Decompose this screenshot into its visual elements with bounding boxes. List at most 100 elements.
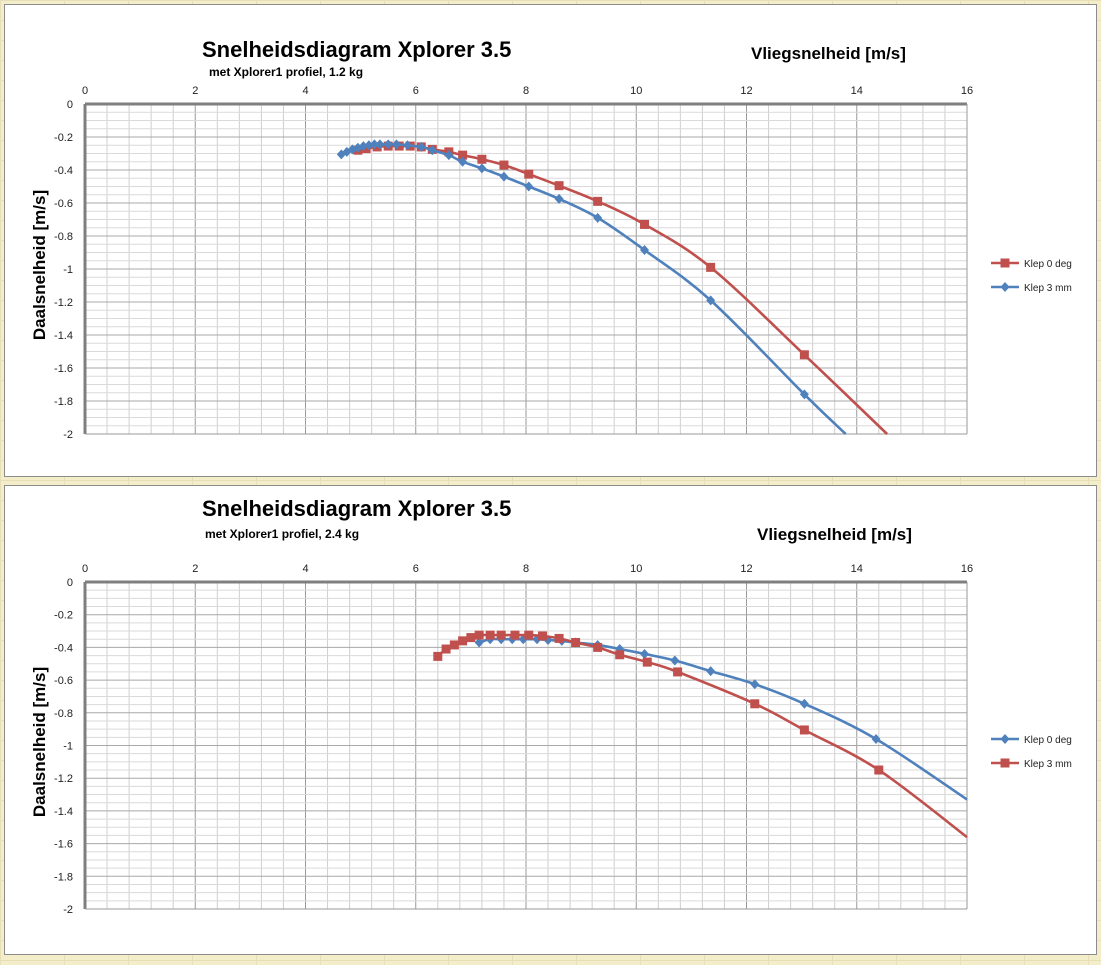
y-tick-label: -0.4 [54, 642, 73, 654]
x-tick-label: 0 [82, 563, 88, 575]
data-point [524, 169, 534, 179]
chart-title: Snelheidsdiagram Xplorer 3.5 [202, 37, 511, 62]
data-point [532, 634, 542, 645]
x-tick-label: 10 [630, 85, 642, 97]
data-point [474, 630, 484, 640]
data-point [593, 196, 603, 206]
x-tick-label: 8 [523, 85, 529, 97]
data-point [375, 139, 385, 150]
data-point [433, 651, 443, 661]
legend: Klep 0 deg Klep 3 mm [991, 734, 1072, 770]
x-tick-label: 4 [302, 85, 308, 97]
legend-label: Klep 0 deg [1024, 735, 1072, 746]
data-point [474, 637, 484, 648]
data-point [524, 181, 534, 192]
x-tick-label: 16 [961, 563, 973, 575]
data-point [510, 630, 520, 640]
y-tick-label: -1.4 [54, 806, 73, 818]
data-point [449, 640, 459, 650]
data-point [554, 181, 564, 191]
data-point [799, 698, 809, 709]
x-tick-label: 14 [851, 85, 863, 97]
data-point [477, 154, 487, 164]
series-line [340, 143, 847, 435]
y-tick-label: -1.2 [54, 297, 73, 309]
y-tick-label: -1.2 [54, 773, 73, 785]
legend-entry: Klep 0 deg [991, 734, 1072, 746]
data-point [706, 262, 716, 272]
x-tick-label: 2 [192, 563, 198, 575]
data-point [383, 139, 393, 150]
x-tick-label: 6 [413, 85, 419, 97]
legend-label: Klep 3 mm [1024, 283, 1072, 294]
series-line [357, 144, 888, 435]
data-point [477, 163, 487, 174]
data-point [524, 630, 534, 640]
series-line [478, 637, 968, 801]
x-axis-label: Vliegsnelheid [m/s] [757, 525, 912, 544]
data-point [358, 141, 368, 152]
data-point [554, 633, 564, 643]
data-point [458, 150, 468, 160]
data-point [799, 350, 809, 360]
data-point [640, 648, 650, 659]
data-point [543, 635, 553, 646]
y-tick-label: -1.8 [54, 396, 73, 408]
data-point [554, 193, 564, 204]
chart-1[interactable]: Snelheidsdiagram Xplorer 3.5 met Xplorer… [4, 4, 1097, 477]
y-tick-label: -1.6 [54, 839, 73, 851]
y-tick-label: -0.6 [54, 675, 73, 687]
y-tick-label: -0.2 [54, 610, 73, 622]
x-tick-label: 6 [413, 563, 419, 575]
legend-marker [1000, 282, 1010, 292]
data-point [673, 667, 683, 677]
data-point [750, 699, 760, 709]
data-point [706, 666, 716, 677]
legend-entry: Klep 0 deg [991, 258, 1072, 270]
y-tick-label: -1.6 [54, 363, 73, 375]
x-tick-label: 2 [192, 85, 198, 97]
data-point [670, 655, 680, 666]
data-point [485, 630, 495, 640]
data-point [427, 145, 437, 156]
x-tick-label: 12 [740, 85, 752, 97]
legend-marker [1000, 258, 1010, 268]
y-tick-label: -0.8 [54, 708, 73, 720]
legend-marker [1000, 758, 1010, 768]
legend-label: Klep 0 deg [1024, 259, 1072, 270]
gridlines [84, 581, 968, 910]
data-point [799, 725, 809, 735]
y-tick-label: -2 [63, 429, 73, 441]
data-point [871, 733, 881, 744]
data-point [538, 631, 548, 641]
y-axis-label: Daalsnelheid [m/s] [30, 190, 49, 340]
x-tick-label: 14 [851, 563, 863, 575]
data-point [466, 633, 476, 643]
data-point [593, 642, 603, 652]
y-tick-label: -0.6 [54, 198, 73, 210]
y-tick-label: -1 [63, 264, 73, 276]
legend-entry: Klep 3 mm [991, 282, 1072, 294]
y-tick-label: -0.8 [54, 231, 73, 243]
data-point [499, 171, 509, 182]
x-tick-label: 4 [302, 563, 308, 575]
data-point [441, 644, 451, 654]
data-point [458, 636, 468, 646]
chart-subtitle: met Xplorer1 profiel, 1.2 kg [209, 65, 363, 79]
chart-title: Snelheidsdiagram Xplorer 3.5 [202, 496, 511, 521]
x-tick-label: 10 [630, 563, 642, 575]
data-point [640, 219, 650, 229]
y-axis-label: Daalsnelheid [m/s] [30, 667, 49, 817]
data-point [458, 156, 468, 167]
data-point [518, 634, 528, 645]
series-2 [433, 630, 968, 839]
series-2 [336, 139, 847, 435]
data-point [372, 142, 382, 152]
data-point [750, 679, 760, 690]
chart-2[interactable]: Snelheidsdiagram Xplorer 3.5 met Xplorer… [4, 485, 1097, 955]
y-tick-label: -1 [63, 741, 73, 753]
legend-entry: Klep 3 mm [991, 758, 1072, 770]
data-point [391, 139, 401, 150]
legend: Klep 0 deg Klep 3 mm [991, 258, 1072, 294]
data-point [444, 150, 454, 161]
